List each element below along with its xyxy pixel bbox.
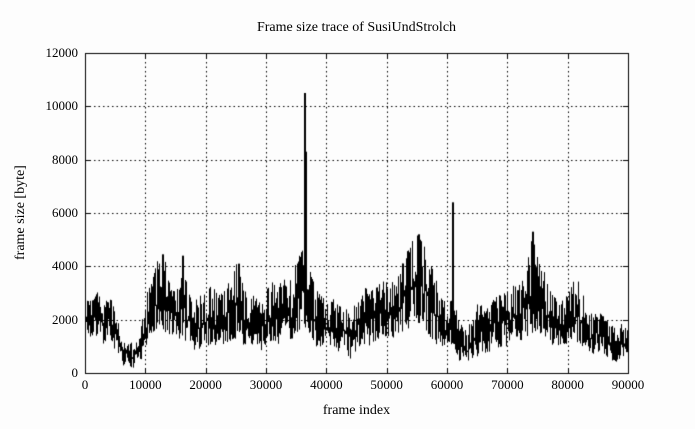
x-tick-label: 10000 <box>129 377 162 392</box>
x-tick-label: 20000 <box>189 377 222 392</box>
x-tick-label: 80000 <box>551 377 584 392</box>
y-tick-label: 10000 <box>45 98 79 114</box>
y-tick-label: 6000 <box>52 205 78 220</box>
y-tick-label: 0 <box>71 365 79 380</box>
chart-title: Frame size trace of SusiUndStrolch <box>256 20 457 35</box>
x-tick-label: 40000 <box>310 377 343 392</box>
x-tick-label: 60000 <box>430 377 464 392</box>
x-tick-label: 0 <box>81 377 89 392</box>
x-axis-label: frame index <box>322 403 391 418</box>
x-tick-label: 90000 <box>611 377 645 392</box>
y-tick-label: 2000 <box>52 311 78 327</box>
x-tick-label: 30000 <box>249 377 283 392</box>
x-tick-label: 50000 <box>370 377 403 392</box>
y-tick-label: 8000 <box>52 151 78 167</box>
y-tick-label: 12000 <box>45 45 79 60</box>
y-tick-label: 4000 <box>52 258 78 274</box>
x-tick-label: 70000 <box>491 377 524 392</box>
